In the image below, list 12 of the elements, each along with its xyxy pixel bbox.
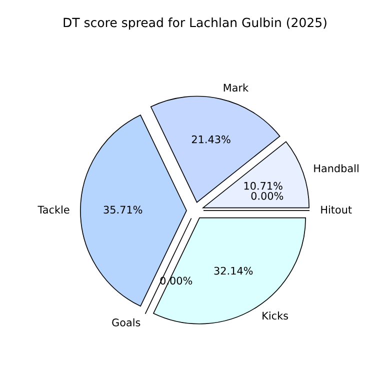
data-label: 10.71%	[244, 182, 282, 190]
category-label: Goals	[112, 318, 140, 326]
slice-label: Mark	[224, 84, 249, 92]
category-label: Hitout	[321, 206, 352, 214]
data-label: 35.71%	[104, 206, 142, 214]
slice-label: Handball	[314, 164, 358, 172]
data-label: 21.43%	[192, 135, 230, 144]
chart-title: DT score spread for Lachlan Gulbin (2025)	[64, 18, 326, 30]
slice-label: Kicks	[262, 312, 288, 320]
data-label: 32.14%	[214, 266, 253, 275]
text: 0.00%	[251, 192, 284, 200]
slice-label: Tackle	[38, 206, 70, 214]
